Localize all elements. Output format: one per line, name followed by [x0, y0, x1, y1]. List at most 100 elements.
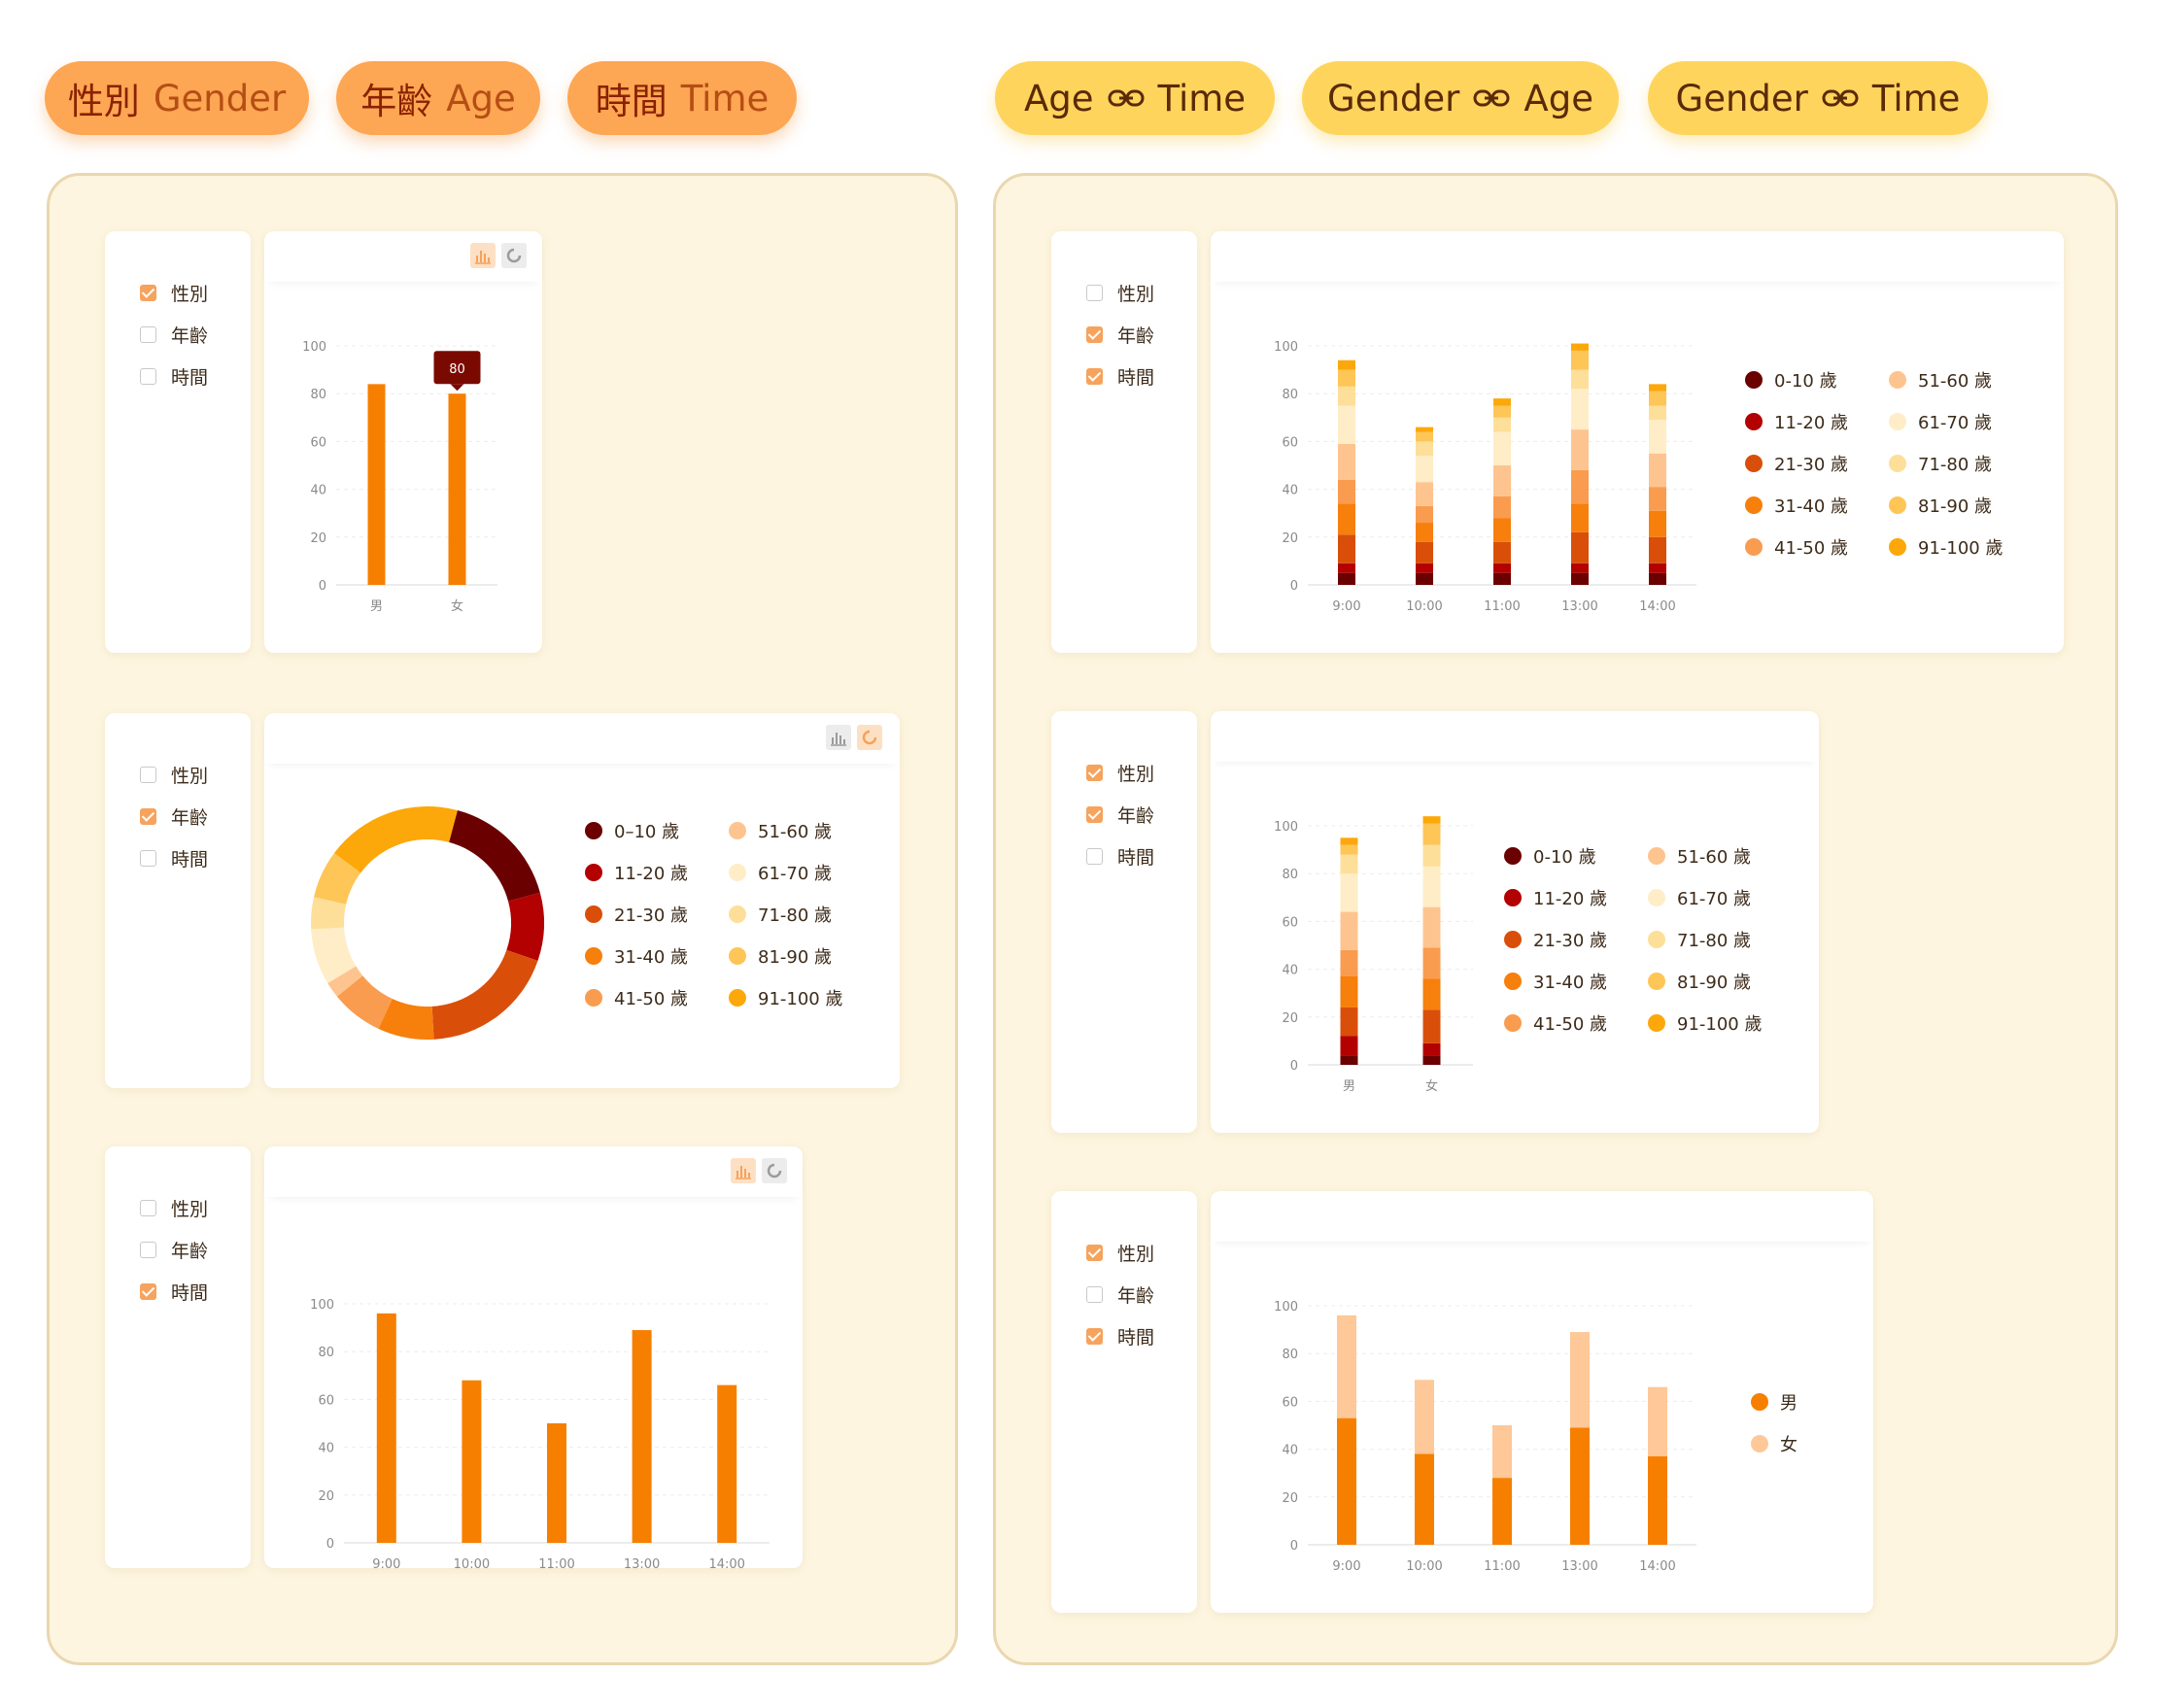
stacked-bar-segment[interactable]	[1493, 417, 1511, 432]
checkbox-row-gender[interactable]: 性別	[140, 1187, 251, 1229]
donut-slice[interactable]	[314, 852, 361, 905]
legend-item[interactable]: 31-40 歲	[1504, 969, 1607, 994]
stacked-bar-segment[interactable]	[1648, 1386, 1667, 1456]
stacked-bar-segment[interactable]	[1571, 563, 1589, 573]
stacked-bar-segment[interactable]	[1337, 1418, 1356, 1545]
checkbox-gender[interactable]	[1086, 1245, 1103, 1261]
bar[interactable]	[448, 393, 466, 585]
stacked-bar-segment[interactable]	[1493, 405, 1511, 418]
legend-item[interactable]: 31-40 歲	[1745, 493, 1848, 518]
stacked-bar-segment[interactable]	[1340, 949, 1358, 976]
stacked-bar-segment[interactable]	[1649, 510, 1666, 537]
legend-item[interactable]: 61-70 歲	[1648, 885, 1751, 910]
stacked-bar-segment[interactable]	[1340, 837, 1358, 845]
donut-slice[interactable]	[334, 806, 458, 873]
donut-slice[interactable]	[311, 927, 357, 983]
legend-item[interactable]: 21-30 歲	[1504, 927, 1607, 952]
stacked-bar-segment[interactable]	[1649, 391, 1666, 406]
tab-gender[interactable]: 性別 Gender	[45, 61, 309, 135]
stacked-bar-segment[interactable]	[1338, 479, 1355, 504]
stacked-bar-segment[interactable]	[1422, 823, 1441, 845]
stacked-bar-segment[interactable]	[1338, 386, 1355, 406]
stacked-bar-segment[interactable]	[1493, 518, 1511, 542]
legend-item[interactable]: 21-30 歲	[1745, 451, 1848, 476]
checkbox-row-time[interactable]: 時間	[1086, 356, 1197, 397]
donut-slice[interactable]	[506, 892, 544, 961]
checkbox-row-gender[interactable]: 性別	[140, 754, 251, 796]
donut-slice[interactable]	[449, 810, 540, 902]
stacked-bar-segment[interactable]	[1416, 572, 1433, 585]
stacked-bar-segment[interactable]	[1492, 1478, 1512, 1545]
checkbox-row-gender[interactable]: 性別	[1086, 752, 1197, 794]
stacked-bar-segment[interactable]	[1416, 456, 1433, 483]
stacked-bar-segment[interactable]	[1422, 866, 1441, 907]
donut-slice[interactable]	[327, 966, 363, 997]
bar-chart-toggle[interactable]	[731, 1158, 756, 1183]
stacked-bar-segment[interactable]	[1422, 978, 1441, 1010]
legend-item[interactable]: 男	[1751, 1389, 1798, 1415]
legend-item[interactable]: 0-10 歲	[1504, 843, 1596, 869]
legend-item[interactable]: 51-60 歲	[1889, 367, 1992, 393]
stacked-bar-segment[interactable]	[1338, 359, 1355, 370]
stacked-bar-segment[interactable]	[1571, 389, 1589, 430]
stacked-bar-segment[interactable]	[1416, 541, 1433, 564]
stacked-bar-segment[interactable]	[1422, 816, 1441, 824]
bar[interactable]	[376, 1313, 396, 1543]
stacked-bar-segment[interactable]	[1571, 350, 1589, 370]
checkbox-age[interactable]	[140, 808, 156, 825]
checkbox-row-age[interactable]: 年齡	[1086, 794, 1197, 836]
checkbox-gender[interactable]	[1086, 285, 1103, 301]
checkbox-gender[interactable]	[140, 767, 156, 783]
bar[interactable]	[632, 1330, 652, 1543]
stacked-bar-segment[interactable]	[1338, 405, 1355, 444]
checkbox-age[interactable]	[140, 326, 156, 343]
legend-item[interactable]: 41-50 歲	[585, 985, 688, 1010]
stacked-bar-segment[interactable]	[1416, 482, 1433, 506]
stacked-bar-segment[interactable]	[1649, 563, 1666, 573]
stacked-bar-segment[interactable]	[1340, 911, 1358, 950]
bar[interactable]	[547, 1423, 566, 1543]
legend-item[interactable]: 11-20 歲	[1745, 409, 1848, 434]
tab-gender-age[interactable]: Gender Age	[1302, 61, 1619, 135]
legend-item[interactable]: 81-90 歲	[1648, 969, 1751, 994]
stacked-bar-segment[interactable]	[1422, 1042, 1441, 1056]
legend-item[interactable]: 0-10 歲	[1745, 367, 1837, 393]
legend-item[interactable]: 41-50 歲	[1745, 534, 1848, 560]
checkbox-row-age[interactable]: 年齡	[140, 314, 251, 356]
stacked-bar-segment[interactable]	[1649, 453, 1666, 488]
checkbox-row-age[interactable]: 年齡	[140, 796, 251, 837]
stacked-bar-segment[interactable]	[1571, 572, 1589, 585]
stacked-bar-segment[interactable]	[1493, 563, 1511, 573]
stacked-bar-segment[interactable]	[1422, 906, 1441, 948]
legend-item[interactable]: 71-80 歲	[729, 902, 832, 927]
donut-slice[interactable]	[378, 999, 434, 1040]
tab-gender-time[interactable]: Gender Time	[1648, 61, 1988, 135]
legend-item[interactable]: 51-60 歲	[729, 818, 832, 843]
stacked-bar-segment[interactable]	[1337, 1315, 1356, 1418]
stacked-bar-segment[interactable]	[1338, 563, 1355, 573]
legend-item[interactable]: 61-70 歲	[1889, 409, 1992, 434]
stacked-bar-segment[interactable]	[1571, 531, 1589, 564]
bar[interactable]	[717, 1384, 737, 1543]
legend-item[interactable]: 91-100 歲	[1889, 534, 2003, 560]
legend-item[interactable]: 21-30 歲	[585, 902, 688, 927]
checkbox-time[interactable]	[1086, 1328, 1103, 1345]
checkbox-row-time[interactable]: 時間	[140, 1271, 251, 1313]
stacked-bar-segment[interactable]	[1493, 495, 1511, 519]
bar[interactable]	[367, 384, 386, 585]
legend-item[interactable]: 81-90 歲	[729, 943, 832, 969]
checkbox-row-time[interactable]: 時間	[140, 837, 251, 879]
legend-item[interactable]: 41-50 歲	[1504, 1010, 1607, 1036]
legend-item[interactable]: 0–10 歲	[585, 818, 679, 843]
checkbox-gender[interactable]	[1086, 765, 1103, 781]
stacked-bar-segment[interactable]	[1415, 1380, 1434, 1454]
stacked-bar-segment[interactable]	[1649, 487, 1666, 511]
stacked-bar-segment[interactable]	[1649, 384, 1666, 392]
stacked-bar-segment[interactable]	[1338, 443, 1355, 480]
stacked-bar-segment[interactable]	[1571, 469, 1589, 504]
legend-item[interactable]: 91-100 歲	[729, 985, 842, 1010]
legend-item[interactable]: 61-70 歲	[729, 860, 832, 885]
legend-item[interactable]: 11-20 歲	[585, 860, 688, 885]
stacked-bar-segment[interactable]	[1570, 1427, 1590, 1545]
checkbox-age[interactable]	[1086, 326, 1103, 343]
